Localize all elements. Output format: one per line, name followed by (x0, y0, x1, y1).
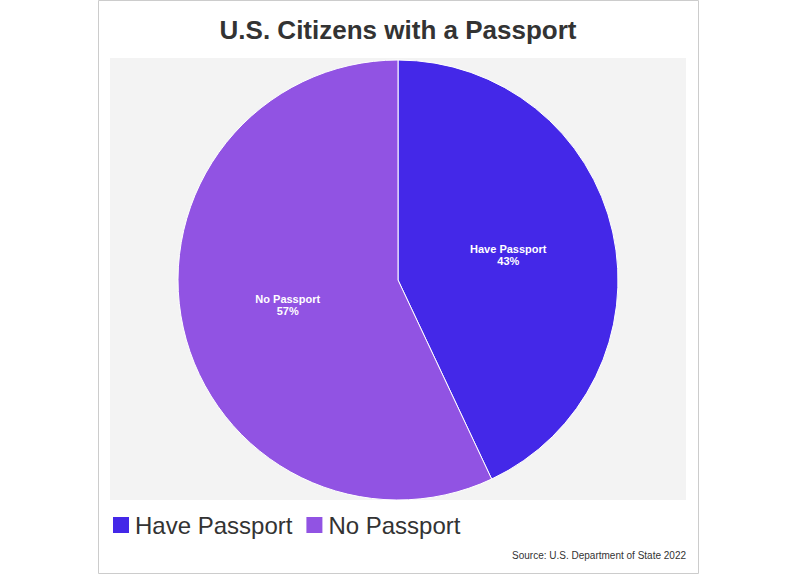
svg-text:43%: 43% (497, 255, 519, 267)
svg-text:No Passport: No Passport (255, 293, 320, 305)
svg-text:Source: U.S. Department of Sta: Source: U.S. Department of State 2022 (512, 550, 686, 561)
svg-text:Have Passport: Have Passport (470, 243, 547, 255)
svg-text:57%: 57% (277, 305, 299, 317)
svg-text:U.S. Citizens with a Passport: U.S. Citizens with a Passport (220, 15, 577, 45)
svg-text:Have Passport: Have Passport (135, 512, 293, 539)
svg-text:No Passport: No Passport (328, 512, 460, 539)
